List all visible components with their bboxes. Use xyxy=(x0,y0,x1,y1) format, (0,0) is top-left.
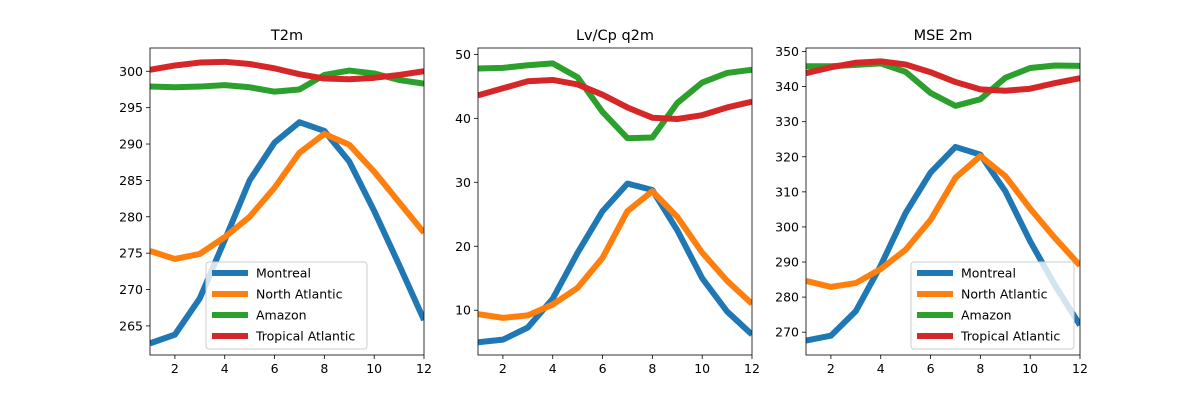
x-tick-label: 12 xyxy=(744,361,760,376)
series-line-montreal xyxy=(150,119,424,347)
x-tick-label: 12 xyxy=(1072,361,1088,376)
x-tick-label: 10 xyxy=(366,361,382,376)
legend-box xyxy=(910,261,1075,350)
x-tick-label: 2 xyxy=(827,361,835,376)
y-tick-label: 270 xyxy=(775,325,799,340)
x-tick-label: 4 xyxy=(221,361,229,376)
legend-label: Amazon xyxy=(961,308,1012,323)
legend-label: Montreal xyxy=(256,266,311,281)
y-tick-label: 265 xyxy=(119,318,143,333)
y-tick-label: 30 xyxy=(455,175,471,190)
panel-1: 2 4 6 8 10 12 265 270 275 280 285 290 295 300 T2m Montr… xyxy=(119,28,432,376)
x-tick-label: 6 xyxy=(927,361,935,376)
series-line-montreal xyxy=(806,143,1080,344)
axes-frame xyxy=(149,47,425,356)
y-tick-label: 310 xyxy=(775,184,799,199)
series-line-north-atlantic xyxy=(150,130,424,262)
x-tick-label: 8 xyxy=(976,361,984,376)
x-tick-label: 4 xyxy=(549,361,557,376)
legend-label: Tropical Atlantic xyxy=(255,329,355,344)
series-line-north-atlantic xyxy=(806,153,1080,290)
legend: Montreal North Atlantic Amazon Tropical Atl… xyxy=(910,261,1075,350)
y-tick-label: 20 xyxy=(455,239,471,254)
y-tick-label: 330 xyxy=(775,114,799,129)
chart-title: T2m xyxy=(270,28,303,44)
x-tick-label: 4 xyxy=(877,361,885,376)
y-tick-label: 280 xyxy=(119,209,143,224)
series-line-tropical-atlantic xyxy=(150,58,424,83)
y-tick-label: 50 xyxy=(455,47,471,62)
x-tick-label: 6 xyxy=(599,361,607,376)
y-tick-label: 290 xyxy=(119,137,143,152)
y-tick-label: 270 xyxy=(119,282,143,297)
x-tick-label: 2 xyxy=(499,361,507,376)
legend-label: Amazon xyxy=(256,308,307,323)
legend-label: Tropical Atlantic xyxy=(960,329,1060,344)
y-tick-label: 350 xyxy=(775,44,799,59)
legend-label: Montreal xyxy=(961,266,1016,281)
series-line-tropical-atlantic xyxy=(478,76,752,122)
y-tick-label: 340 xyxy=(775,79,799,94)
axes-frame xyxy=(805,47,1081,356)
legend-label: North Atlantic xyxy=(256,287,343,302)
chart-title: Lv/Cp q2m xyxy=(576,28,654,44)
x-tick-label: 6 xyxy=(271,361,279,376)
x-tick-label: 10 xyxy=(694,361,710,376)
y-tick-label: 40 xyxy=(455,111,471,126)
legend-box xyxy=(205,261,368,350)
y-tick-label: 290 xyxy=(775,255,799,270)
y-tick-label: 10 xyxy=(455,303,471,318)
series-line-montreal xyxy=(478,180,752,346)
axes-frame xyxy=(477,47,753,356)
y-tick-label: 275 xyxy=(119,246,143,261)
y-tick-label: 295 xyxy=(119,100,143,115)
series-line-amazon xyxy=(478,60,752,142)
legend-label: North Atlantic xyxy=(961,287,1048,302)
x-tick-label: 10 xyxy=(1022,361,1038,376)
x-tick-label: 12 xyxy=(416,361,432,376)
series-line-north-atlantic xyxy=(478,188,752,321)
y-tick-label: 280 xyxy=(775,290,799,305)
x-tick-label: 8 xyxy=(320,361,328,376)
y-tick-label: 300 xyxy=(119,64,143,79)
y-tick-label: 285 xyxy=(119,173,143,188)
y-tick-label: 300 xyxy=(775,219,799,234)
series-line-tropical-atlantic xyxy=(806,58,1080,94)
chart-title: MSE 2m xyxy=(914,28,973,44)
x-tick-label: 2 xyxy=(171,361,179,376)
legend: Montreal North Atlantic Amazon Tropical Atl… xyxy=(205,261,368,350)
y-tick-label: 320 xyxy=(775,149,799,164)
x-tick-label: 8 xyxy=(648,361,656,376)
panel-2: 2 4 6 8 10 12 10 20 30 40 50 Lv/Cp q2m xyxy=(455,28,760,376)
panel-3: 2 4 6 8 10 12 270 280 290 300 310 320 330 340 350 MSE 2… xyxy=(775,28,1088,376)
